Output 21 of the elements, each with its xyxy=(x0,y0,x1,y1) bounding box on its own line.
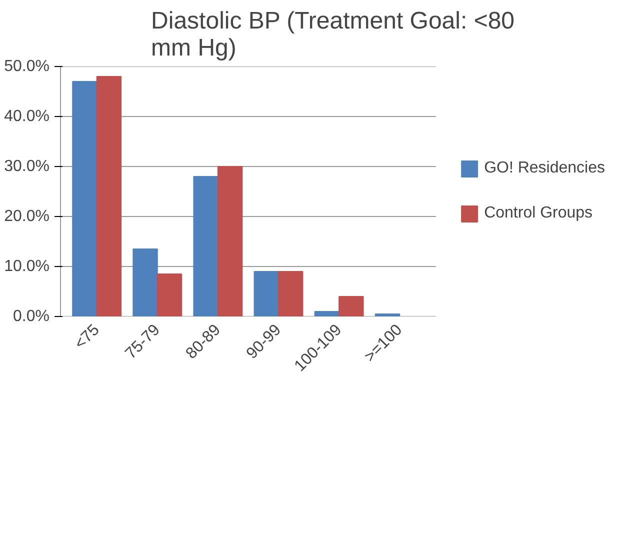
bar xyxy=(278,271,304,316)
bar xyxy=(156,274,182,316)
y-tick-label: 50.0% xyxy=(4,58,50,75)
bar xyxy=(254,271,279,316)
y-tick-label: 10.0% xyxy=(4,258,50,275)
bar xyxy=(374,314,400,316)
legend-label: GO! Residencies xyxy=(484,160,605,178)
chart-title: Diastolic BP (Treatment Goal: <80 mm Hg) xyxy=(151,8,515,62)
y-tick-label: 30.0% xyxy=(4,158,50,175)
bar xyxy=(217,166,243,316)
legend-label: Control Groups xyxy=(484,204,593,222)
bar xyxy=(193,176,218,316)
y-tick-label: 0.0% xyxy=(13,308,50,325)
bar xyxy=(314,311,340,316)
y-tick-label: 20.0% xyxy=(4,208,50,225)
x-tick-label: <75 xyxy=(72,321,103,353)
bar xyxy=(132,248,158,316)
bar xyxy=(338,296,364,316)
bar xyxy=(96,76,122,316)
y-tick-label: 40.0% xyxy=(4,108,50,125)
bar xyxy=(72,81,98,316)
